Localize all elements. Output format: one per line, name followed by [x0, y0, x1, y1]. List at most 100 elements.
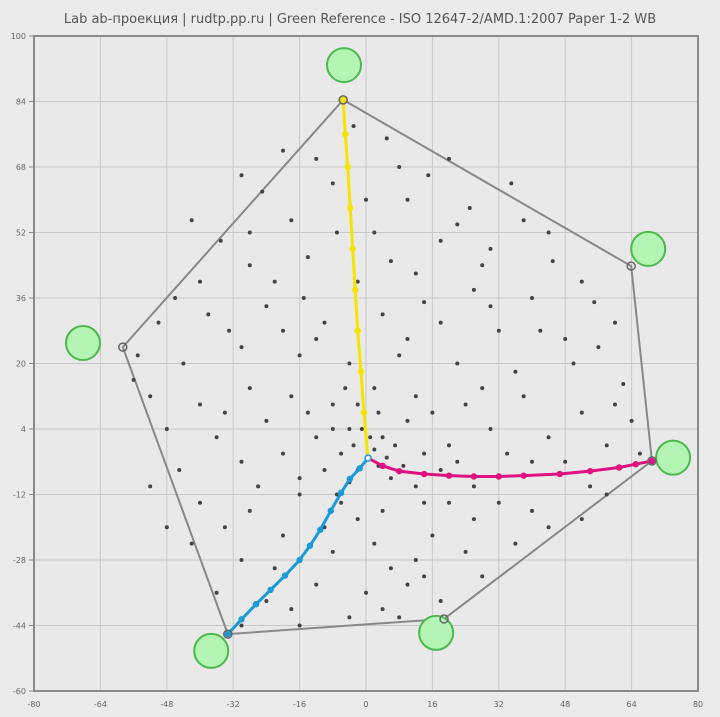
data-point	[272, 279, 277, 284]
magenta-ramp-point	[632, 461, 639, 468]
data-point	[596, 345, 601, 350]
magenta-ramp-point	[379, 462, 386, 470]
data-point	[156, 320, 161, 325]
data-point	[513, 369, 518, 374]
data-point	[264, 304, 269, 309]
data-point	[347, 427, 352, 431]
data-point	[198, 402, 202, 407]
data-point	[629, 418, 634, 423]
data-point	[413, 558, 418, 562]
yellow-ramp-point	[344, 163, 351, 171]
data-point	[613, 402, 617, 407]
yellow-ramp-point	[354, 327, 361, 334]
x-tick-label: -48	[160, 700, 173, 709]
cyan-ramp-point	[356, 465, 363, 472]
data-point	[330, 181, 335, 186]
cyan-ramp-point	[327, 507, 334, 515]
cyan-ramp-point	[346, 475, 354, 483]
paper-white-point	[364, 454, 372, 462]
data-point	[343, 386, 348, 391]
data-point	[455, 459, 460, 464]
data-point	[372, 386, 377, 391]
data-point	[239, 345, 244, 350]
data-point	[314, 435, 319, 440]
data-point	[496, 500, 501, 505]
x-tick-label: -32	[227, 700, 240, 709]
data-point	[405, 336, 410, 341]
data-point	[613, 320, 617, 325]
data-point	[405, 418, 410, 423]
data-point	[330, 549, 335, 554]
data-point	[222, 525, 227, 530]
data-point	[339, 500, 344, 505]
y-tick-label: 20	[16, 360, 26, 369]
data-point	[289, 394, 294, 399]
data-point	[455, 222, 460, 227]
data-point	[305, 255, 310, 260]
data-point	[372, 541, 377, 546]
data-point	[297, 492, 302, 497]
data-point	[397, 353, 402, 358]
cyan-ramp-point	[238, 616, 245, 623]
hull-vertex-marker	[118, 342, 128, 352]
data-point	[588, 484, 593, 489]
data-point	[218, 238, 223, 243]
data-point	[247, 508, 252, 513]
data-point	[621, 381, 626, 386]
data-point	[297, 476, 302, 481]
cyan-ramp-point	[317, 526, 324, 533]
data-point	[579, 279, 584, 284]
data-point	[384, 136, 389, 141]
data-point	[388, 259, 393, 264]
data-point	[455, 361, 460, 366]
magenta-ramp-point	[520, 472, 527, 479]
data-point	[546, 435, 551, 440]
data-point	[422, 574, 427, 579]
data-point	[347, 615, 352, 620]
data-point	[355, 279, 360, 284]
data-point	[393, 443, 398, 448]
data-point	[173, 296, 178, 300]
data-point	[247, 263, 252, 268]
data-point	[305, 410, 310, 415]
data-point	[538, 328, 543, 333]
data-point	[447, 500, 451, 505]
data-point	[260, 189, 265, 194]
cyan-ramp-point	[224, 630, 232, 638]
data-point	[314, 336, 319, 341]
data-point	[422, 300, 427, 305]
data-point	[530, 459, 534, 464]
data-point	[480, 386, 485, 391]
data-point	[509, 181, 514, 186]
data-point	[289, 218, 294, 223]
data-point	[447, 156, 451, 161]
data-point	[330, 427, 335, 431]
reference-target	[655, 439, 692, 476]
magenta-ramp-point	[648, 457, 656, 465]
data-point	[438, 598, 443, 603]
data-point	[281, 451, 285, 456]
data-point	[351, 124, 356, 129]
data-point	[592, 300, 597, 305]
data-point	[513, 541, 518, 546]
data-point	[563, 459, 568, 464]
data-point	[372, 447, 377, 452]
data-point	[496, 328, 501, 333]
data-point	[488, 246, 493, 251]
y-tick-label: 52	[16, 229, 26, 238]
data-point	[214, 590, 219, 595]
magenta-ramp-point	[586, 467, 594, 475]
data-point	[297, 353, 302, 358]
x-tick-label: 48	[560, 700, 570, 709]
data-point	[637, 451, 642, 456]
data-point	[148, 394, 153, 399]
data-point	[339, 451, 344, 456]
data-point	[521, 218, 526, 223]
data-point	[131, 377, 136, 382]
data-point	[135, 353, 140, 358]
data-point	[422, 451, 427, 456]
data-point	[604, 443, 609, 448]
reference-target	[193, 632, 230, 669]
magenta-ramp-point	[556, 470, 564, 478]
data-point	[239, 623, 244, 628]
